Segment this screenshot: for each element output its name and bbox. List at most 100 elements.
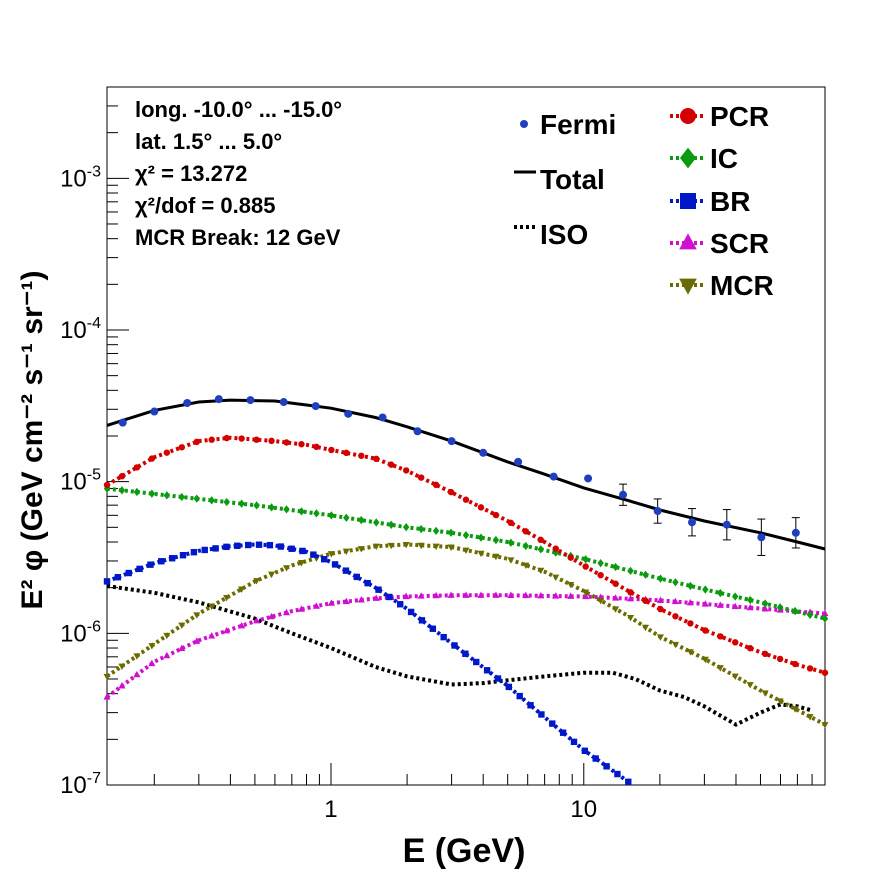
series-marker-scr <box>537 591 545 599</box>
series-marker-scr <box>208 632 216 639</box>
series-marker-ic <box>717 588 724 598</box>
series-marker-scr <box>282 608 291 616</box>
fermi-point <box>279 398 288 407</box>
fermi-data-points <box>118 395 800 556</box>
y-tick-label: 10-5 <box>60 467 101 496</box>
series-marker-mcr <box>656 634 664 641</box>
series-marker-br <box>255 541 263 548</box>
legend: Fermi Total ISO PCR IC BR SCR MCR <box>514 101 774 301</box>
series-marker-mcr <box>342 548 350 555</box>
fermi-point <box>757 533 766 542</box>
series-marker-mcr <box>761 690 769 697</box>
series-marker-mcr <box>223 595 231 602</box>
series-marker-mcr <box>686 649 694 656</box>
series-marker-mcr <box>297 560 305 567</box>
series-marker-mcr <box>402 542 410 549</box>
series-marker-ic <box>402 523 410 532</box>
series-marker-ic <box>477 533 485 542</box>
series-layer <box>103 398 829 785</box>
series-marker-mcr <box>387 542 395 550</box>
series-marker-mcr <box>327 551 335 558</box>
series-marker-br <box>168 555 176 562</box>
series-marker-scr <box>163 651 171 659</box>
legend-marker-ic <box>680 147 696 169</box>
series-marker-scr <box>327 599 335 606</box>
series-marker-ic <box>672 578 679 587</box>
series-marker-br <box>559 729 567 736</box>
series-marker-ic <box>657 574 664 583</box>
series-marker-ic <box>298 507 305 516</box>
series-marker-br <box>114 574 122 581</box>
series-marker-pcr <box>462 496 470 503</box>
series-marker-ic <box>283 505 290 514</box>
fermi-point <box>653 507 662 516</box>
legend-marker-br <box>680 193 696 209</box>
series-marker-scr <box>507 591 515 598</box>
series-marker-mcr <box>193 612 201 619</box>
series-marker-pcr <box>761 650 769 658</box>
series-marker-ic <box>388 520 395 529</box>
series-marker-pcr <box>492 511 500 519</box>
series-marker-pcr <box>791 660 799 668</box>
series-marker-mcr <box>462 547 470 554</box>
series-marker-ic <box>193 494 200 503</box>
series-marker-pcr <box>627 589 634 596</box>
series-marker-ic <box>732 592 739 601</box>
series-marker-scr <box>447 591 455 598</box>
series-marker-scr <box>477 591 485 598</box>
series-marker-scr <box>567 592 575 599</box>
series-marker-scr <box>253 617 261 624</box>
series-marker-br <box>418 617 426 624</box>
series-br <box>103 541 632 785</box>
series-marker-mcr <box>701 656 709 664</box>
series-marker-ic <box>253 501 260 510</box>
series-marker-mcr <box>432 543 440 551</box>
series-marker-br <box>516 692 523 700</box>
series-marker-ic <box>702 585 709 594</box>
series-marker-mcr <box>552 574 560 582</box>
series-marker-ic <box>313 509 320 518</box>
fermi-point <box>183 399 192 408</box>
series-marker-br <box>570 738 578 746</box>
x-tick-label: 1 <box>324 796 337 823</box>
series-marker-scr <box>821 609 829 617</box>
series-marker-pcr <box>163 449 171 456</box>
series-marker-mcr <box>537 567 545 575</box>
series-marker-scr <box>701 600 709 607</box>
y-tick-label: 10-3 <box>60 163 101 192</box>
series-marker-scr <box>492 591 500 598</box>
series-marker-ic <box>522 541 530 551</box>
series-marker-scr <box>686 599 694 606</box>
series-marker-scr <box>627 595 635 602</box>
series-marker-ic <box>582 555 589 564</box>
series-marker-ic <box>148 489 156 498</box>
series-marker-br <box>190 548 198 556</box>
series-marker-br <box>527 702 534 709</box>
fermi-point <box>549 472 558 481</box>
series-marker-br <box>277 543 284 550</box>
series-marker-br <box>103 578 111 585</box>
legend-label-mcr: MCR <box>710 270 774 301</box>
series-marker-pcr <box>507 519 515 527</box>
info-line: χ²/dof = 0.885 <box>135 193 275 218</box>
series-marker-mcr <box>178 622 186 630</box>
series-marker-ic <box>343 513 350 522</box>
series-marker-pcr <box>178 444 185 451</box>
series-marker-scr <box>312 602 320 609</box>
series-marker-mcr <box>716 665 724 672</box>
series-marker-mcr <box>103 673 111 681</box>
series-marker-pcr <box>103 481 111 489</box>
series-marker-br <box>179 552 187 559</box>
series-marker-scr <box>178 644 186 652</box>
series-marker-pcr <box>806 665 814 672</box>
series-marker-br <box>125 569 132 577</box>
series-total <box>106 398 826 551</box>
series-marker-br <box>625 778 632 785</box>
series-marker-scr <box>462 591 470 598</box>
series-marker-scr <box>133 670 141 678</box>
series-marker-scr <box>746 603 754 611</box>
series-marker-pcr <box>477 504 485 511</box>
series-marker-pcr <box>373 455 380 463</box>
series-marker-pcr <box>567 554 574 561</box>
series-marker-pcr <box>612 580 619 587</box>
